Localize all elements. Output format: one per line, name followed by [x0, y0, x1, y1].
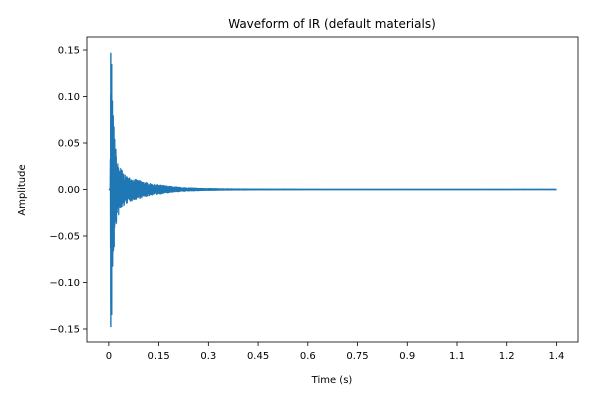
y-tick-label: 0.05	[58, 139, 80, 150]
x-axis: 0 0.15 0.3 0.45 0.6 0.75 0.9 1.1 1.2 1.4	[106, 342, 564, 362]
x-tick-label: 0	[106, 351, 112, 362]
x-tick-label: 0.6	[300, 351, 316, 362]
y-tick-label: −0.05	[49, 231, 80, 242]
x-axis-label: Time (s)	[311, 375, 353, 386]
x-tick-label: 1.1	[449, 351, 465, 362]
x-tick-label: 1.4	[548, 351, 564, 362]
chart-title: Waveform of IR (default materials)	[228, 17, 436, 31]
y-tick-label: 0.00	[58, 185, 80, 196]
x-tick-label: 0.3	[200, 351, 216, 362]
x-tick-label: 1.2	[499, 351, 515, 362]
y-axis-label: Amplitude	[17, 164, 28, 215]
x-tick-label: 0.9	[399, 351, 415, 362]
y-tick-label: 0.15	[58, 46, 80, 57]
x-tick-label: 0.45	[247, 351, 269, 362]
waveform-series	[108, 52, 557, 328]
y-tick-label: 0.10	[58, 92, 80, 103]
x-tick-label: 0.75	[346, 351, 368, 362]
y-tick-label: −0.10	[49, 278, 80, 289]
waveform-line	[108, 67, 557, 305]
x-tick-label: 0.15	[147, 351, 169, 362]
y-tick-label: −0.15	[49, 324, 80, 335]
y-axis: 0.15 0.10 0.05 0.00 −0.05 −0.10 −0.15	[49, 46, 87, 335]
